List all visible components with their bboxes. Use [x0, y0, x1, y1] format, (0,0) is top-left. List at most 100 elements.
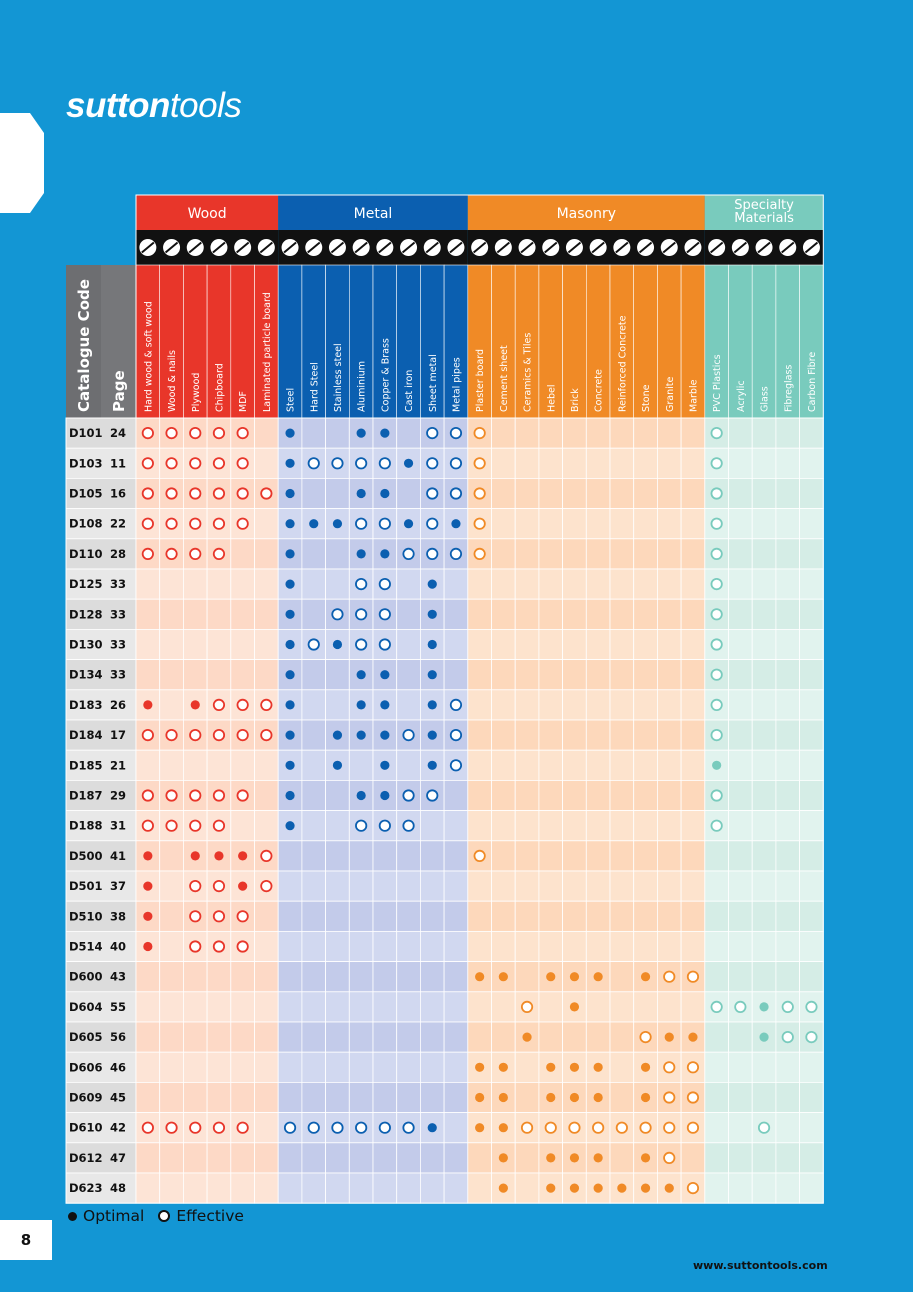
legend: Optimal Effective: [68, 1207, 244, 1225]
table-cell: [609, 417, 635, 449]
table-cell: [230, 1082, 255, 1114]
table-cell: [704, 1112, 729, 1144]
row-page: 33: [110, 577, 126, 591]
table-cell: [467, 991, 492, 1023]
optimal-dot-icon: [332, 760, 343, 770]
table-cell: [585, 598, 611, 630]
table-cell: [396, 568, 421, 600]
effective-ring-icon: [189, 819, 202, 832]
table-cell: [799, 719, 824, 751]
effective-ring-icon: [710, 577, 723, 591]
table-cell: [135, 629, 161, 661]
effective-ring-icon: [165, 426, 178, 440]
row-page: 21: [110, 758, 126, 772]
table-cell: [443, 961, 469, 993]
table-cell: [514, 659, 540, 691]
table-cell: [443, 1142, 469, 1174]
table-cell: [254, 900, 279, 932]
effective-ring-icon: [141, 487, 154, 500]
column-header-label: Concrete: [594, 369, 605, 412]
column-header-label: Reinforced Concrete: [617, 315, 628, 412]
table-cell: [562, 749, 587, 781]
optimal-dot-icon: [380, 790, 390, 801]
optimal-dot-icon: [569, 1183, 580, 1193]
optimal-dot-icon: [427, 760, 437, 770]
table-cell: [467, 1142, 492, 1174]
row-page: 43: [110, 970, 126, 984]
table-cell: [443, 568, 469, 600]
optimal-dot-icon: [427, 700, 437, 710]
row-code: D514: [69, 940, 103, 954]
legend-optimal: Optimal: [83, 1207, 145, 1225]
table-cell: [609, 538, 635, 570]
table-cell: [704, 1082, 729, 1114]
category-title-masonry: Masonry: [557, 206, 616, 222]
table-cell: [799, 417, 824, 449]
category-title-specialty-0: Specialty: [734, 198, 794, 213]
table-cell: [799, 931, 824, 963]
optimal-dot-icon: [68, 1211, 77, 1221]
effective-ring-icon: [283, 1121, 297, 1134]
table-cell: [277, 1172, 303, 1204]
table-cell: [159, 568, 184, 600]
effective-ring-icon: [212, 698, 226, 712]
table-cell: [206, 1142, 232, 1174]
table-cell: [491, 900, 516, 932]
table-cell: [419, 931, 445, 963]
table-cell: [609, 749, 635, 781]
table-cell: [657, 870, 682, 902]
table-cell: [775, 1172, 801, 1204]
table-row-label-bg: [65, 870, 137, 902]
table-cell: [301, 477, 326, 509]
effective-ring-icon: [189, 910, 202, 923]
optimal-dot-icon: [640, 1092, 651, 1103]
table-cell: [680, 689, 706, 721]
table-cell: [419, 870, 445, 902]
effective-ring-icon: [236, 910, 249, 923]
effective-ring-icon: [757, 1121, 771, 1134]
optimal-dot-icon: [546, 972, 556, 982]
table-cell: [538, 749, 564, 781]
table-cell: [585, 931, 611, 963]
table-cell: [348, 1051, 374, 1083]
optimal-dot-icon: [498, 1183, 508, 1193]
optimal-dot-icon: [285, 821, 295, 831]
effective-ring-icon: [710, 487, 723, 500]
table-cell: [751, 1172, 777, 1204]
table-cell: [775, 719, 801, 751]
table-cell: [799, 870, 824, 902]
table-cell: [680, 629, 706, 661]
table-cell: [301, 1082, 326, 1114]
table-cell: [657, 931, 682, 963]
table-cell: [301, 1051, 326, 1083]
optimal-dot-icon: [593, 972, 603, 982]
table-cell: [301, 780, 326, 812]
table-cell: [491, 840, 516, 872]
table-cell: [704, 900, 729, 932]
table-cell: [230, 1051, 255, 1083]
website-link[interactable]: www.suttontools.com: [693, 1259, 828, 1272]
optimal-dot-icon: [143, 941, 153, 952]
effective-ring-icon: [402, 819, 415, 832]
table-cell: [680, 840, 706, 872]
row-page: 40: [110, 940, 126, 954]
effective-ring-icon: [710, 789, 723, 802]
table-cell: [491, 719, 516, 751]
optimal-dot-icon: [546, 1183, 556, 1193]
table-cell: [609, 840, 635, 872]
table-cell: [277, 1051, 303, 1083]
effective-ring-icon: [710, 547, 723, 561]
table-cell: [585, 840, 611, 872]
table-cell: [372, 1021, 398, 1053]
table-row-label-bg: [65, 659, 137, 691]
table-row-label-bg: [65, 719, 137, 751]
optimal-dot-icon: [238, 851, 248, 861]
table-cell: [301, 538, 326, 570]
table-cell: [514, 719, 540, 751]
effective-ring-icon: [141, 547, 154, 561]
table-cell: [562, 659, 587, 691]
effective-ring-icon: [639, 1121, 652, 1134]
effective-ring-icon: [158, 1210, 171, 1222]
table-cell: [514, 931, 540, 963]
row-code: D101: [69, 426, 103, 440]
